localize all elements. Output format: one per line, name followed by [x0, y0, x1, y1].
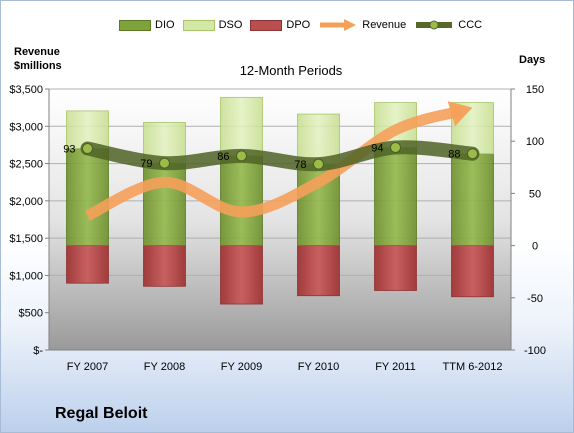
ccc-data-label: 78 — [294, 159, 306, 171]
legend-swatch-revenue — [320, 19, 357, 31]
x-axis-tick-label: FY 2007 — [67, 361, 108, 373]
left-axis-tick-label: $2,500 — [9, 159, 43, 171]
chart-title: 12-Month Periods — [239, 63, 343, 78]
x-axis-tick-label: FY 2008 — [144, 361, 185, 373]
ccc-data-label: 88 — [448, 149, 460, 161]
left-axis-tick-label: $2,000 — [9, 196, 43, 208]
left-axis-tick-label: $3,000 — [9, 121, 43, 133]
plot-area — [48, 88, 512, 351]
bar-dio — [220, 155, 263, 246]
bar-dso — [220, 96, 263, 157]
right-axis-tick-label: -100 — [524, 345, 546, 357]
bar-dio — [143, 162, 186, 246]
bar-dio — [451, 153, 494, 246]
left-axis-tick-label: $- — [33, 345, 43, 357]
left-axis-title-line1: Revenue — [14, 46, 60, 58]
legend-item-revenue: Revenue — [318, 18, 406, 32]
legend-label-dso: DSO — [218, 19, 243, 31]
ccc-marker — [159, 157, 170, 169]
revenue-arrowhead — [447, 101, 473, 127]
ccc-marker — [467, 148, 478, 160]
revenue-line — [85, 105, 463, 221]
right-axis-tick-label: -50 — [527, 293, 543, 305]
legend-item-ccc: CCC — [414, 18, 482, 32]
legend-swatch-ccc — [416, 20, 453, 30]
x-axis-tick-label: FY 2011 — [375, 361, 416, 373]
legend-item-dso: DSO — [182, 19, 243, 31]
company-name: Regal Beloit — [55, 405, 148, 422]
legend-swatch-dio — [119, 19, 151, 31]
x-axis-tick-label: FY 2009 — [221, 361, 262, 373]
ccc-marker — [236, 150, 247, 162]
bar-dpo — [143, 245, 186, 287]
right-axis-tick-label: 0 — [532, 241, 538, 253]
bar-dpo — [451, 245, 494, 298]
bar-dpo — [297, 245, 340, 297]
left-axis-title-line2: $millions — [14, 60, 62, 72]
bar-dpo — [66, 245, 109, 284]
ccc-marker — [313, 158, 324, 170]
left-axis-tick-label: $1,000 — [9, 270, 43, 282]
left-axis-title: Revenue $millions — [14, 45, 62, 73]
left-axis-tick-label: $500 — [19, 308, 43, 320]
ccc-marker — [390, 141, 401, 153]
x-axis-tick-label: FY 2010 — [298, 361, 339, 373]
chart-legend: DIO DSO DPO Revenue CCC — [119, 17, 490, 33]
ccc-data-label: 79 — [140, 158, 152, 170]
right-axis-tick-label: 150 — [526, 84, 544, 96]
legend-item-dio: DIO — [119, 19, 175, 31]
left-axis-tick-label: $3,500 — [9, 84, 43, 96]
right-axis-title: Days — [519, 54, 546, 66]
bar-dpo — [220, 245, 263, 305]
legend-label-ccc: CCC — [458, 19, 483, 31]
legend-label-dpo: DPO — [286, 19, 311, 31]
legend-label-revenue: Revenue — [362, 19, 407, 31]
ccc-line — [80, 140, 480, 172]
ccc-data-label: 93 — [63, 144, 75, 156]
ccc-marker — [82, 143, 93, 155]
legend-swatch-dso — [182, 19, 215, 31]
right-axis-tick-label: 100 — [526, 136, 544, 148]
x-axis-tick-label: TTM 6-2012 — [443, 361, 503, 373]
left-axis-tick-label: $1,500 — [9, 233, 43, 245]
ccc-data-label: 86 — [217, 151, 229, 163]
bar-dio — [374, 147, 417, 247]
ccc-data-label: 94 — [371, 142, 383, 154]
legend-label-dio: DIO — [155, 19, 175, 31]
legend-item-dpo: DPO — [250, 19, 310, 31]
bar-dpo — [374, 245, 417, 291]
bar-dio — [66, 148, 109, 246]
right-axis-tick-label: 50 — [529, 188, 541, 200]
legend-swatch-dpo — [250, 19, 283, 31]
